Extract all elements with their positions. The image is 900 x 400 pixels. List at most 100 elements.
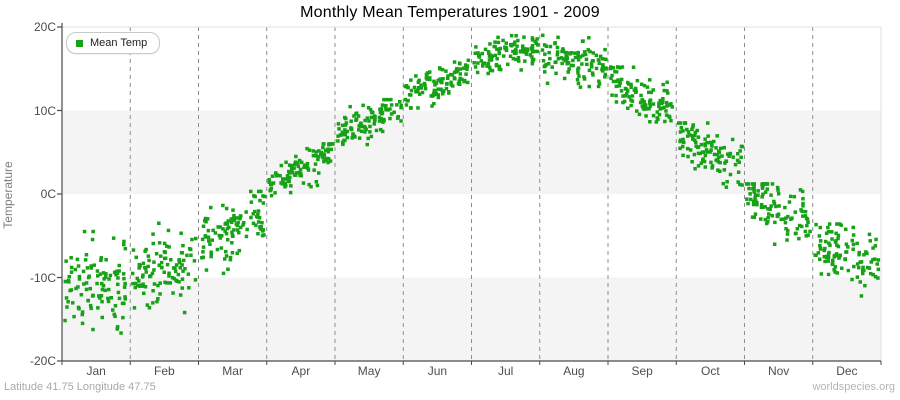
data-point: [776, 192, 781, 196]
data-point: [486, 71, 490, 76]
data-point: [693, 130, 698, 135]
data-point: [428, 76, 432, 80]
data-point: [485, 64, 489, 68]
data-point: [547, 50, 551, 55]
data-point: [363, 118, 367, 123]
data-point: [637, 112, 642, 117]
data-point: [708, 140, 713, 145]
data-point: [475, 70, 480, 75]
data-point: [677, 121, 681, 125]
data-point: [352, 134, 356, 138]
data-point: [852, 264, 856, 269]
data-point: [230, 230, 234, 234]
data-point: [724, 159, 729, 163]
data-point: [269, 182, 274, 187]
data-point: [665, 80, 669, 84]
data-point: [871, 258, 875, 262]
data-point: [834, 252, 839, 256]
data-point: [797, 223, 802, 228]
data-point: [824, 239, 828, 244]
data-point: [274, 174, 279, 178]
data-point: [403, 84, 408, 89]
data-point: [835, 271, 840, 275]
data-point: [868, 239, 872, 243]
data-point: [80, 312, 84, 317]
data-point: [752, 190, 756, 194]
data-point: [816, 251, 821, 255]
data-point: [143, 285, 148, 289]
data-point: [541, 59, 546, 63]
data-point: [446, 74, 450, 78]
data-point: [590, 71, 595, 75]
data-point: [152, 268, 156, 272]
data-point: [801, 204, 805, 208]
data-point: [664, 109, 668, 113]
data-point: [725, 180, 729, 184]
data-point: [368, 107, 373, 112]
data-point: [223, 257, 227, 261]
data-point: [681, 129, 685, 133]
data-point: [774, 204, 778, 209]
data-point: [693, 133, 697, 138]
data-point: [476, 51, 480, 55]
data-point: [451, 84, 455, 88]
data-point: [759, 217, 763, 221]
data-point: [846, 245, 850, 249]
data-point: [755, 202, 759, 207]
data-point: [651, 113, 656, 118]
data-point: [72, 314, 76, 319]
data-point: [318, 153, 323, 157]
data-point: [876, 258, 881, 262]
data-point: [508, 54, 513, 58]
data-point: [685, 127, 689, 132]
data-point: [441, 77, 445, 81]
data-point: [770, 182, 775, 186]
data-point: [283, 185, 287, 189]
data-point: [591, 73, 595, 77]
data-point: [766, 216, 770, 220]
data-point: [95, 281, 99, 286]
data-point: [765, 182, 769, 186]
data-point: [696, 151, 701, 156]
data-point: [827, 250, 831, 255]
data-point: [760, 186, 765, 190]
data-point: [722, 168, 727, 172]
data-point: [171, 266, 176, 270]
data-point: [488, 65, 492, 70]
data-point: [304, 164, 309, 169]
data-point: [357, 136, 362, 140]
data-point: [230, 233, 235, 238]
data-point: [572, 51, 577, 55]
data-point: [340, 130, 345, 134]
data-point: [705, 141, 709, 145]
data-point: [380, 129, 385, 134]
data-point: [569, 63, 573, 68]
data-point: [513, 48, 518, 52]
data-point: [100, 315, 104, 320]
data-point: [71, 301, 75, 305]
data-point: [497, 51, 501, 56]
data-point: [267, 180, 271, 184]
data-point: [738, 149, 742, 153]
data-point: [698, 151, 703, 156]
data-point: [408, 106, 413, 110]
data-point: [799, 208, 803, 212]
x-tick-label: Dec: [836, 364, 858, 378]
data-point: [306, 168, 311, 172]
data-point: [286, 179, 291, 183]
data-point: [64, 296, 69, 300]
data-point: [623, 94, 628, 98]
data-point: [452, 76, 457, 80]
data-point: [817, 234, 822, 238]
data-point: [406, 85, 410, 90]
data-point: [442, 89, 446, 93]
data-point: [681, 153, 685, 158]
data-point: [530, 61, 535, 66]
data-point: [141, 282, 145, 286]
data-point: [398, 100, 402, 104]
data-point: [498, 46, 503, 51]
data-point: [464, 72, 468, 76]
data-point: [800, 189, 805, 194]
data-point: [545, 81, 550, 85]
data-point: [352, 114, 356, 118]
